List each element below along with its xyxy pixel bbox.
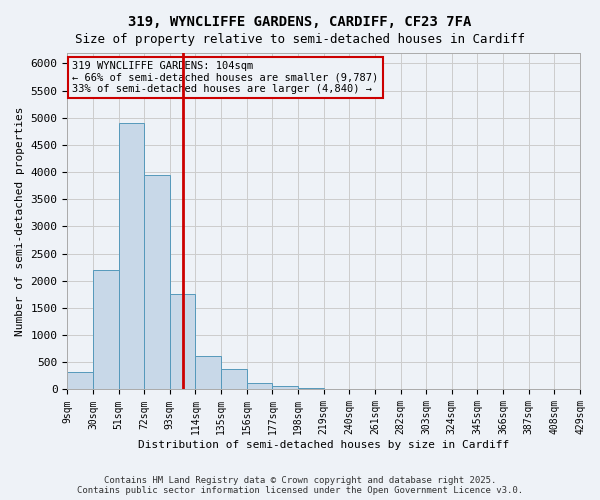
Bar xyxy=(272,386,298,390)
Bar xyxy=(247,383,272,390)
Text: 319 WYNCLIFFE GARDENS: 104sqm
← 66% of semi-detached houses are smaller (9,787)
: 319 WYNCLIFFE GARDENS: 104sqm ← 66% of s… xyxy=(73,61,379,94)
Text: 319, WYNCLIFFE GARDENS, CARDIFF, CF23 7FA: 319, WYNCLIFFE GARDENS, CARDIFF, CF23 7F… xyxy=(128,15,472,29)
Bar xyxy=(323,389,349,390)
Bar xyxy=(170,294,196,390)
X-axis label: Distribution of semi-detached houses by size in Cardiff: Distribution of semi-detached houses by … xyxy=(138,440,509,450)
Bar xyxy=(93,270,119,390)
Bar xyxy=(144,175,170,390)
Bar xyxy=(67,372,93,390)
Y-axis label: Number of semi-detached properties: Number of semi-detached properties xyxy=(15,106,25,336)
Text: Contains HM Land Registry data © Crown copyright and database right 2025.
Contai: Contains HM Land Registry data © Crown c… xyxy=(77,476,523,495)
Bar xyxy=(119,123,144,390)
Bar xyxy=(298,388,323,390)
Text: Size of property relative to semi-detached houses in Cardiff: Size of property relative to semi-detach… xyxy=(75,32,525,46)
Bar xyxy=(221,369,247,390)
Bar xyxy=(196,356,221,390)
